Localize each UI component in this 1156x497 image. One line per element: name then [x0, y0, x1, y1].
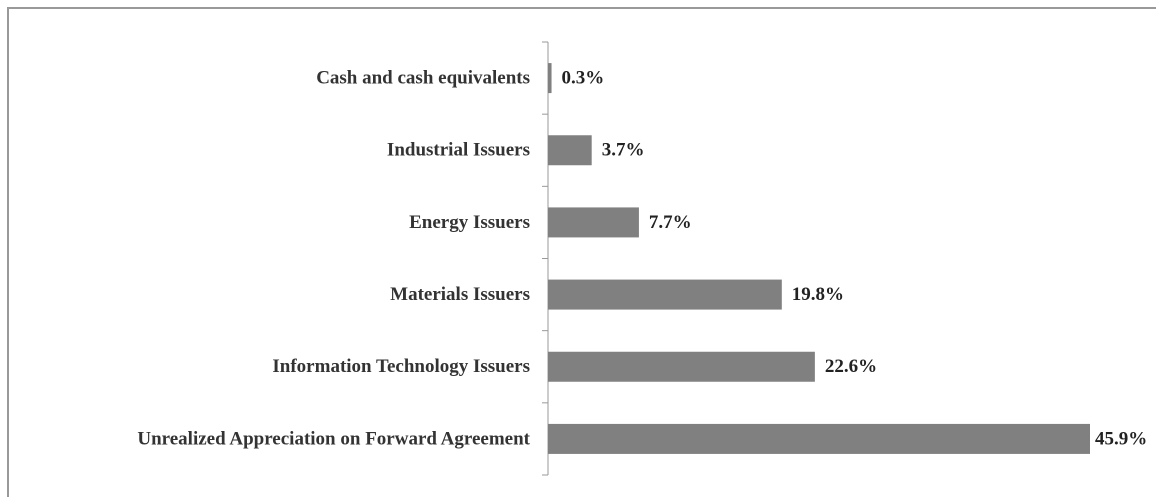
- value-label: 22.6%: [825, 356, 877, 377]
- bar: [548, 63, 552, 94]
- category-label: Information Technology Issuers: [272, 356, 530, 377]
- category-label: Industrial Issuers: [387, 140, 530, 161]
- bar: [548, 135, 592, 166]
- value-label: 3.7%: [602, 140, 645, 161]
- category-label: Energy Issuers: [409, 212, 530, 233]
- value-label: 7.7%: [649, 212, 692, 233]
- frame: [7, 7, 1156, 497]
- bar: [548, 279, 782, 310]
- bar: [548, 207, 639, 238]
- value-label: 0.3%: [562, 67, 605, 88]
- category-label: Materials Issuers: [390, 284, 530, 305]
- category-label: Unrealized Appreciation on Forward Agree…: [137, 428, 530, 449]
- value-label: 45.9%: [1095, 428, 1147, 449]
- category-label: Cash and cash equivalents: [316, 67, 530, 88]
- bar: [548, 351, 815, 382]
- bar: [548, 423, 1090, 454]
- value-label: 19.8%: [792, 284, 844, 305]
